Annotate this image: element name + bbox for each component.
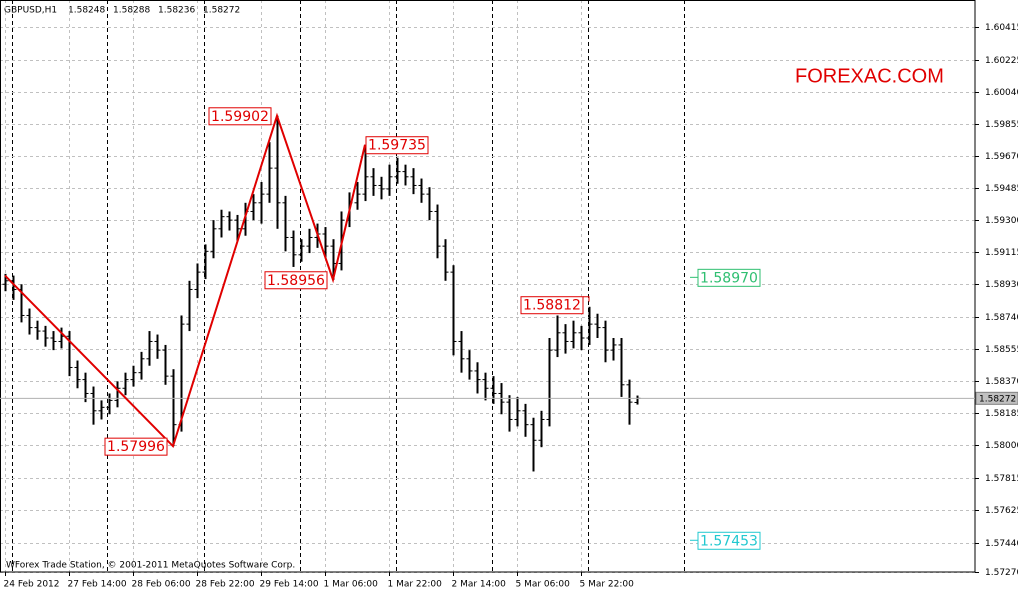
y-tick-label: 1.60415 — [985, 23, 1018, 33]
copyright: WForex Trade Station, © 2001-2011 MetaQu… — [6, 561, 295, 571]
y-tick-label: 1.57815 — [985, 474, 1018, 484]
level-label: 1.58970 — [700, 270, 758, 286]
peak-bracket — [583, 296, 590, 302]
y-tick-label: 1.60040 — [985, 88, 1018, 98]
x-tick-label: 24 Feb 2012 — [4, 580, 60, 590]
y-tick-label: 1.60225 — [985, 56, 1018, 66]
level-box — [697, 268, 761, 287]
period-separators — [12, 0, 685, 572]
y-tick-label: 1.58370 — [985, 377, 1018, 387]
header-low: 1.58236 — [158, 6, 195, 16]
peak-label: 1.58812 — [523, 298, 581, 314]
x-tick-label: 1 Mar 22:00 — [388, 580, 443, 590]
zigzag-label-box — [365, 136, 429, 155]
y-tick-label: 1.59115 — [985, 248, 1018, 258]
header-high: 1.58288 — [113, 6, 150, 16]
watermark: FOREXAC.COM — [795, 65, 944, 87]
x-tick-label: 1 Mar 06:00 — [324, 580, 379, 590]
zigzag-label-box — [208, 107, 272, 126]
symbol: GBPUSD,H1 — [4, 6, 57, 16]
y-tick-label: 1.59855 — [985, 120, 1018, 130]
plot-frame — [0, 0, 976, 573]
zigzag-label: 1.59735 — [368, 138, 426, 154]
header-close: 1.58272 — [203, 6, 240, 16]
price-box — [975, 391, 1018, 405]
y-tick-label: 1.57625 — [985, 506, 1018, 516]
x-tick-label: 29 Feb 14:00 — [260, 580, 319, 590]
y-tick-label: 1.58740 — [985, 313, 1018, 323]
level-label: 1.57453 — [700, 533, 758, 549]
level-box — [697, 531, 761, 550]
y-tick-label: 1.58930 — [985, 280, 1018, 290]
x-tick-label: 27 Feb 14:00 — [68, 580, 127, 590]
x-tick-label: 2 Mar 14:00 — [452, 580, 507, 590]
peak-label-box — [520, 296, 584, 315]
zigzag-label: 1.58956 — [267, 273, 325, 289]
bars — [2, 115, 641, 472]
zigzag-label-box — [264, 271, 328, 290]
zigzag — [4, 112, 366, 449]
x-tick-label: 5 Mar 06:00 — [516, 580, 571, 590]
zigzag-label: 1.57996 — [107, 439, 165, 455]
y-tick-label: 1.58555 — [985, 345, 1018, 355]
x-tick-label: 5 Mar 22:00 — [580, 580, 635, 590]
y-tick-label: 1.58185 — [985, 409, 1018, 419]
y-tick-label: 1.59300 — [985, 216, 1018, 226]
zigzag-label-box — [104, 437, 168, 456]
y-tick-label: 1.57270 — [985, 568, 1018, 578]
y-tick-label: 1.57440 — [985, 539, 1018, 549]
y-tick-label: 1.59670 — [985, 152, 1018, 162]
zigzag-label: 1.59902 — [211, 109, 269, 125]
x-tick-label: 28 Feb 22:00 — [196, 580, 255, 590]
y-tick-label: 1.58000 — [985, 441, 1018, 451]
price-label: 1.58272 — [979, 394, 1016, 404]
y-tick-label: 1.59485 — [985, 184, 1018, 194]
header-open: 1.58248 — [68, 6, 105, 16]
x-tick-label: 28 Feb 06:00 — [132, 580, 191, 590]
